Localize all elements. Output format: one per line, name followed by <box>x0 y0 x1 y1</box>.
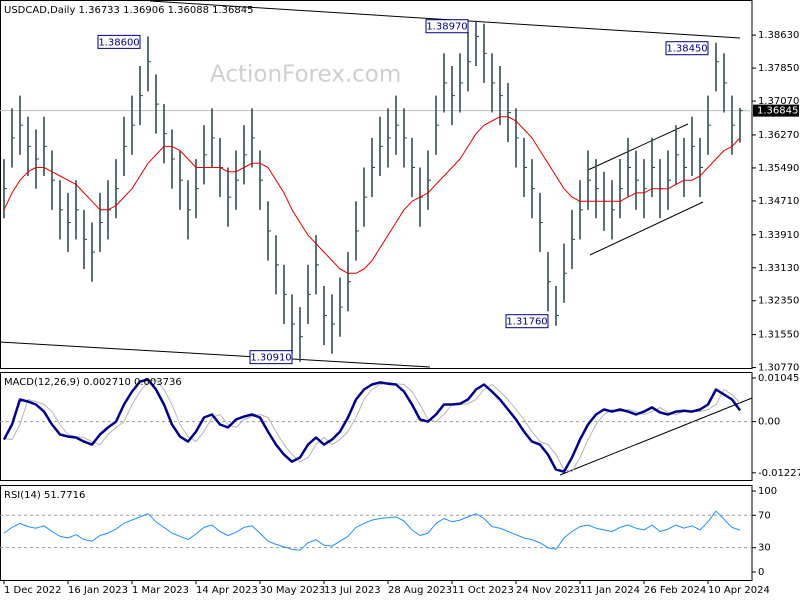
annotation-label: 1.38600 <box>98 37 139 48</box>
panel-title: USDCAD,Daily 1.36733 1.36906 1.36088 1.3… <box>4 5 254 16</box>
x-tick-label: 16 Jan 2023 <box>68 585 128 596</box>
x-tick-label: 14 Apr 2023 <box>196 585 258 596</box>
x-tick-label: 13 Jul 2023 <box>324 585 381 596</box>
x-tick-label: 30 May 2023 <box>260 585 325 596</box>
current-price-label: 1.36845 <box>757 106 798 117</box>
annotation-box <box>505 314 549 329</box>
y-tick-label: 30 <box>758 543 771 554</box>
panel-frame <box>0 485 753 581</box>
y-tick-label: 0.00 <box>758 417 780 428</box>
y-tick-label: 1.31550 <box>758 330 799 341</box>
y-tick-label: 1.38630 <box>758 30 799 41</box>
x-tick-label: 10 Apr 2024 <box>708 585 770 596</box>
y-tick-label: -0.012276 <box>758 468 800 479</box>
annotation-box <box>97 34 141 49</box>
y-tick-label: 1.33910 <box>758 230 799 241</box>
y-tick-label: 1.37070 <box>758 96 799 107</box>
y-tick-label: 1.32350 <box>758 296 799 307</box>
y-tick-label: 1.30770 <box>758 363 799 374</box>
trendline <box>587 123 689 171</box>
trendline <box>0 341 431 368</box>
annotation-label: 1.30910 <box>250 353 291 364</box>
x-tick-label: 11 Oct 2023 <box>452 585 514 596</box>
annotation-label: 1.38450 <box>666 44 707 55</box>
y-tick-label: 1.33130 <box>758 263 799 274</box>
x-tick-label: 1 Mar 2023 <box>132 585 189 596</box>
y-tick-label: 70 <box>758 510 771 521</box>
series-line <box>2 378 742 473</box>
x-tick-label: 11 Jan 2024 <box>580 585 640 596</box>
y-tick-label: 100 <box>758 486 777 497</box>
watermark: ActionForex.com <box>210 62 401 88</box>
y-tick-label: 1.36270 <box>758 130 799 141</box>
annotation-label: 1.31760 <box>506 317 547 328</box>
panel-frame <box>0 0 753 369</box>
current-price-box <box>753 104 799 117</box>
series-line <box>3 510 741 551</box>
annotation-box <box>249 350 293 365</box>
x-tick-label: 28 Aug 2023 <box>388 585 452 596</box>
annotation-label: 1.38970 <box>426 22 467 33</box>
annotation-box <box>425 19 469 34</box>
y-tick-label: 0.010457 <box>758 373 800 384</box>
panel-frame <box>0 372 753 481</box>
annotation-box <box>665 41 709 56</box>
y-tick-label: 1.35490 <box>758 163 799 174</box>
panel-title: RSI(14) 51.7716 <box>4 490 85 501</box>
x-tick-label: 24 Nov 2023 <box>516 585 580 596</box>
moving-average <box>3 116 741 274</box>
y-tick-label: 0 <box>758 567 764 578</box>
x-tick-label: 1 Dec 2022 <box>4 585 62 596</box>
panel-title: MACD(12,26,9) 0.002710 0.003736 <box>4 377 182 388</box>
y-tick-label: 1.34710 <box>758 196 799 207</box>
trendline <box>589 201 704 256</box>
trendline <box>559 397 753 476</box>
x-tick-label: 26 Feb 2024 <box>644 585 706 596</box>
y-tick-label: 1.37850 <box>758 63 799 74</box>
